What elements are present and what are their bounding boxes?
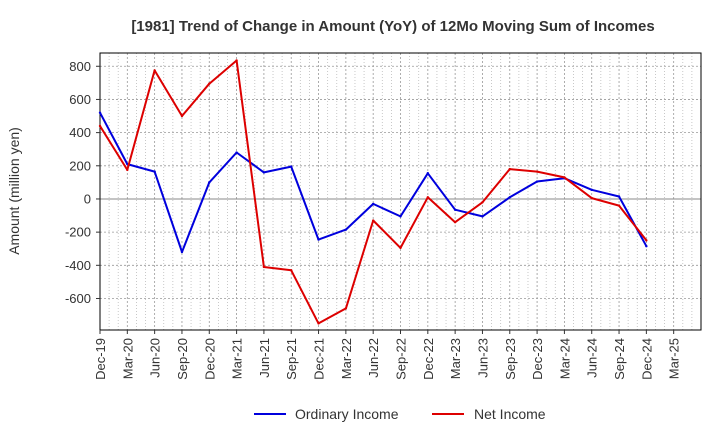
series-line-net-income — [99, 59, 648, 325]
x-tick-label: Mar-24 — [557, 338, 572, 379]
data-point-net-income — [371, 219, 375, 222]
data-point-ordinary-income — [235, 151, 238, 154]
data-point-ordinary-income — [153, 170, 156, 173]
data-point-net-income — [426, 196, 430, 199]
chart-title: [1981] Trend of Change in Amount (YoY) o… — [131, 18, 654, 35]
x-tick-label: Dec-22 — [421, 338, 436, 380]
data-point-ordinary-income — [180, 250, 184, 254]
x-axis: Dec-19 Mar-20 Jun-20 Sep-20 Dec-20 Mar-21 Jun-… — [93, 330, 682, 380]
data-point-net-income — [290, 269, 293, 272]
x-tick-label: Sep-24 — [612, 338, 627, 380]
x-tick-label: Mar-20 — [120, 338, 135, 379]
x-tick-label: Dec-24 — [639, 338, 654, 380]
data-point-net-income — [98, 124, 102, 128]
data-point-net-income — [153, 69, 156, 72]
legend-label-ordinary-income: Ordinary Income — [295, 406, 399, 422]
data-point-ordinary-income — [290, 165, 293, 168]
data-point-net-income — [535, 170, 539, 173]
y-tick-label: -200 — [65, 225, 91, 240]
data-point-net-income — [317, 322, 320, 325]
x-tick-label: Jun-22 — [366, 338, 381, 378]
data-point-ordinary-income — [426, 172, 430, 175]
data-point-net-income — [399, 246, 402, 250]
data-point-net-income — [235, 59, 238, 62]
x-tick-label: Mar-25 — [667, 338, 682, 379]
legend-label-net-income: Net Income — [474, 406, 546, 422]
y-tick-label: -600 — [65, 291, 91, 306]
data-point-net-income — [126, 168, 129, 172]
data-point-net-income — [563, 176, 566, 179]
x-tick-label: Sep-23 — [503, 338, 518, 380]
data-point-ordinary-income — [617, 195, 621, 198]
x-tick-label: Dec-23 — [530, 338, 545, 380]
x-tick-label: Sep-22 — [394, 338, 409, 380]
x-tick-label: Jun-24 — [585, 338, 600, 378]
data-point-ordinary-income — [371, 202, 375, 206]
data-point-ordinary-income — [645, 245, 648, 248]
data-point-net-income — [617, 204, 621, 207]
y-axis-label: Amount (million yen) — [6, 127, 22, 255]
x-tick-label: Jun-21 — [257, 338, 272, 378]
data-point-ordinary-income — [590, 188, 593, 192]
x-tick-label: Sep-20 — [175, 338, 190, 380]
data-point-ordinary-income — [317, 238, 320, 241]
x-tick-label: Dec-21 — [312, 338, 327, 380]
data-point-net-income — [344, 307, 348, 310]
data-point-ordinary-income — [535, 180, 539, 183]
x-tick-label: Mar-22 — [339, 338, 354, 379]
y-tick-label: -400 — [65, 258, 91, 273]
y-tick-label: 0 — [84, 191, 91, 206]
data-point-net-income — [590, 196, 593, 200]
data-point-net-income — [481, 201, 484, 204]
grid — [100, 53, 701, 330]
y-axis: 800 600 400 200 0 -200 -400 -600 — [65, 59, 100, 306]
x-tick-label: Mar-23 — [448, 338, 463, 379]
x-tick-label: Mar-21 — [230, 338, 245, 379]
x-tick-label: Sep-21 — [284, 338, 299, 380]
legend: Ordinary Income Net Income — [254, 406, 546, 422]
data-point-ordinary-income — [98, 111, 102, 114]
y-tick-label: 800 — [69, 59, 91, 74]
y-tick-label: 600 — [69, 92, 91, 107]
data-point-net-income — [262, 265, 266, 269]
data-point-net-income — [453, 220, 457, 224]
series-group — [98, 59, 648, 325]
y-tick-label: 200 — [69, 158, 91, 173]
data-point-net-income — [208, 82, 211, 85]
x-tick-label: Jun-23 — [475, 338, 490, 378]
data-point-net-income — [180, 114, 184, 118]
data-point-ordinary-income — [453, 208, 457, 211]
data-point-ordinary-income — [344, 228, 348, 231]
x-tick-label: Dec-20 — [202, 338, 217, 380]
x-tick-label: Dec-19 — [93, 338, 108, 380]
data-point-ordinary-income — [208, 181, 211, 184]
data-point-ordinary-income — [508, 196, 511, 199]
data-point-ordinary-income — [262, 171, 266, 174]
data-point-net-income — [645, 239, 648, 242]
data-point-net-income — [508, 167, 511, 171]
x-tick-label: Jun-20 — [148, 338, 163, 378]
data-point-ordinary-income — [399, 215, 402, 218]
data-point-ordinary-income — [481, 215, 484, 218]
y-tick-label: 400 — [69, 125, 91, 140]
